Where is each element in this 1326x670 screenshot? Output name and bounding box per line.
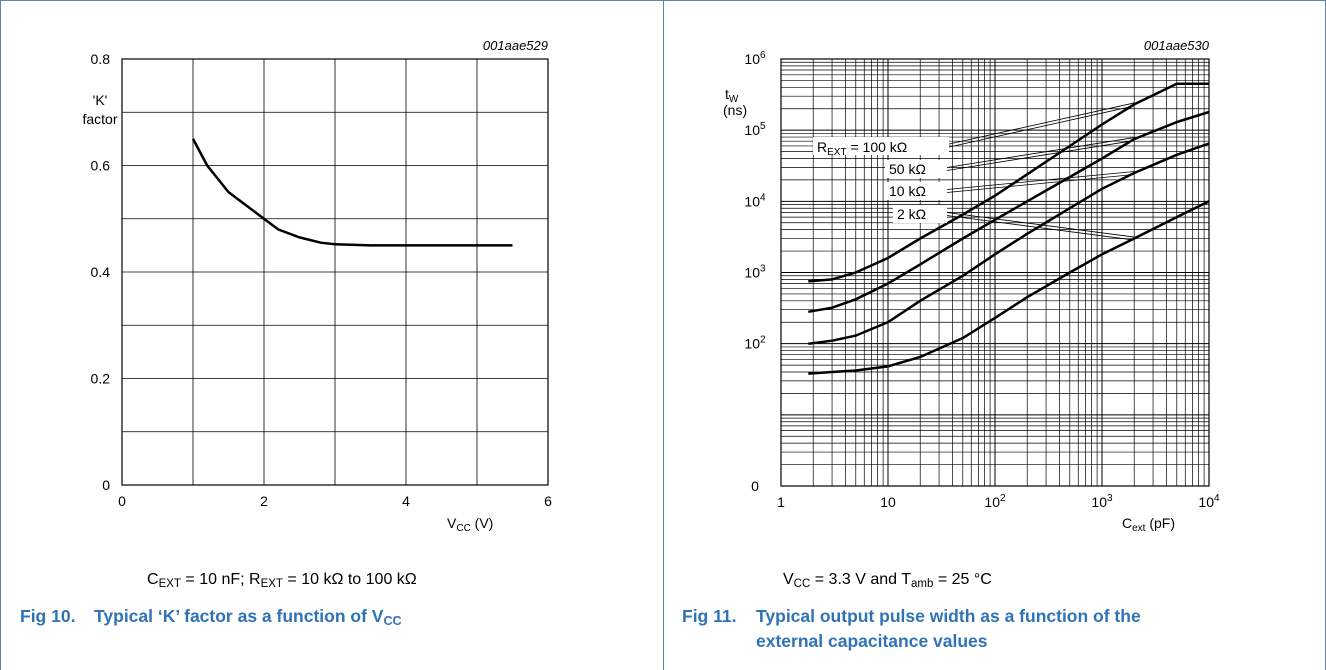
fig11-ytick-label: 0 [751,478,759,494]
fig11-ylabel-line2: (ns) [723,102,747,118]
fig11-label-bg-50k [885,160,947,178]
fig11-title-line1: Typical output pulse width as a function… [756,606,1141,626]
fig11-label-bg-100k [813,137,949,155]
fig10-xtick-label: 0 [118,493,126,509]
fig11-label-10k: 10 kΩ [889,183,926,199]
fig11-label-bg-2k [893,205,947,223]
fig11-leader-line [946,174,1135,193]
fig11-title: Fig 11. Typical output pulse width as a f… [682,606,1141,651]
fig10-ytick-label: 0.2 [91,371,111,387]
fig10-xtick-label: 4 [402,493,410,509]
fig11-curve-1 [808,110,1210,314]
fig11-label-leaders [946,102,1135,241]
fig11-label-bg-10k [885,182,947,200]
fig10-title: Fig 10. Typical ‘K’ factor as a function … [20,606,402,629]
fig10-ytick-label: 0 [102,477,110,493]
fig11-ytick-label: 106 [744,50,766,67]
fig10-tick-labels: 0 2 4 6 0 0.2 0.4 0.6 0.8 [91,51,553,509]
fig11-leader-line [946,105,1135,148]
fig10-xtick-label: 2 [260,493,268,509]
fig11-gridlines [781,59,1209,486]
fig11-ytick-label: 103 [744,264,766,281]
fig11-leader-line [946,102,1135,145]
fig11-leader-line [946,171,1135,190]
fig11-xlabel: Cext (pF) [1122,515,1175,534]
fig11-curve-3 [808,200,1210,375]
fig11-xtick-label: 104 [1198,493,1220,510]
fig11-xtick-label: 10 [880,494,896,510]
fig11-curve-2 [808,142,1210,345]
center-divider [663,0,664,670]
fig11-ytick-label: 105 [744,121,766,138]
fig10-gridlines [122,59,548,485]
fig11-leader-line [946,140,1135,171]
fig11-curve-0 [808,82,1209,283]
fig11-label-2k: 2 kΩ [897,206,926,222]
fig10-condition: CEXT = 10 nF; REXT = 10 kΩ to 100 kΩ [147,571,417,590]
fig10-k-factor-curve [191,138,513,247]
fig11-xtick-label: 1 [777,494,785,510]
fig11-ylabel-line1: tW [725,86,739,105]
fig11-curve-labels: REXT = 100 kΩ 50 kΩ 10 kΩ 2 kΩ [813,137,949,223]
fig11-label-50k: 50 kΩ [889,161,926,177]
fig11-title-line2: external capacitance values [756,631,988,651]
fig10-ytick-label: 0.6 [91,158,111,174]
left-border [0,0,1,670]
fig10-xtick-label: 6 [544,493,552,509]
fig11-leader-line [946,215,1135,241]
fig10-xlabel: VCC (V) [447,515,493,534]
fig11-ytick-label: 102 [744,335,766,352]
fig11-tick-labels: 1 10 102 103 104 0 102 103 104 105 106 [744,50,1220,510]
fig10-ylabel-line1: 'K' [93,92,108,108]
fig10-chart: 0 2 4 6 0 0.2 0.4 0.6 0.8 001aae529 'K' factor V… [82,38,553,534]
fig11-leader-line [946,137,1135,168]
fig11-chart: 1 10 102 103 104 0 102 103 104 105 106 001aae530 t… [723,38,1220,534]
fig11-condition: VCC = 3.3 V and Tamb = 25 °C [783,571,992,590]
fig10-ytick-label: 0.4 [91,264,111,280]
fig10-ytick-label: 0.8 [91,51,111,67]
fig11-label-100k: REXT = 100 kΩ [817,139,907,158]
fig10-plot-frame [121,58,549,486]
fig11-xtick-label: 103 [1091,493,1113,510]
fig11-xtick-label: 102 [984,493,1006,510]
fig10-ylabel-line2: factor [82,111,117,127]
fig11-plot-frame [780,58,1210,487]
fig11-curves [808,82,1210,375]
fig10-figure-code: 001aae529 [483,38,548,53]
fig11-figure-code: 001aae530 [1144,38,1210,53]
fig11-ytick-label: 104 [744,192,766,209]
